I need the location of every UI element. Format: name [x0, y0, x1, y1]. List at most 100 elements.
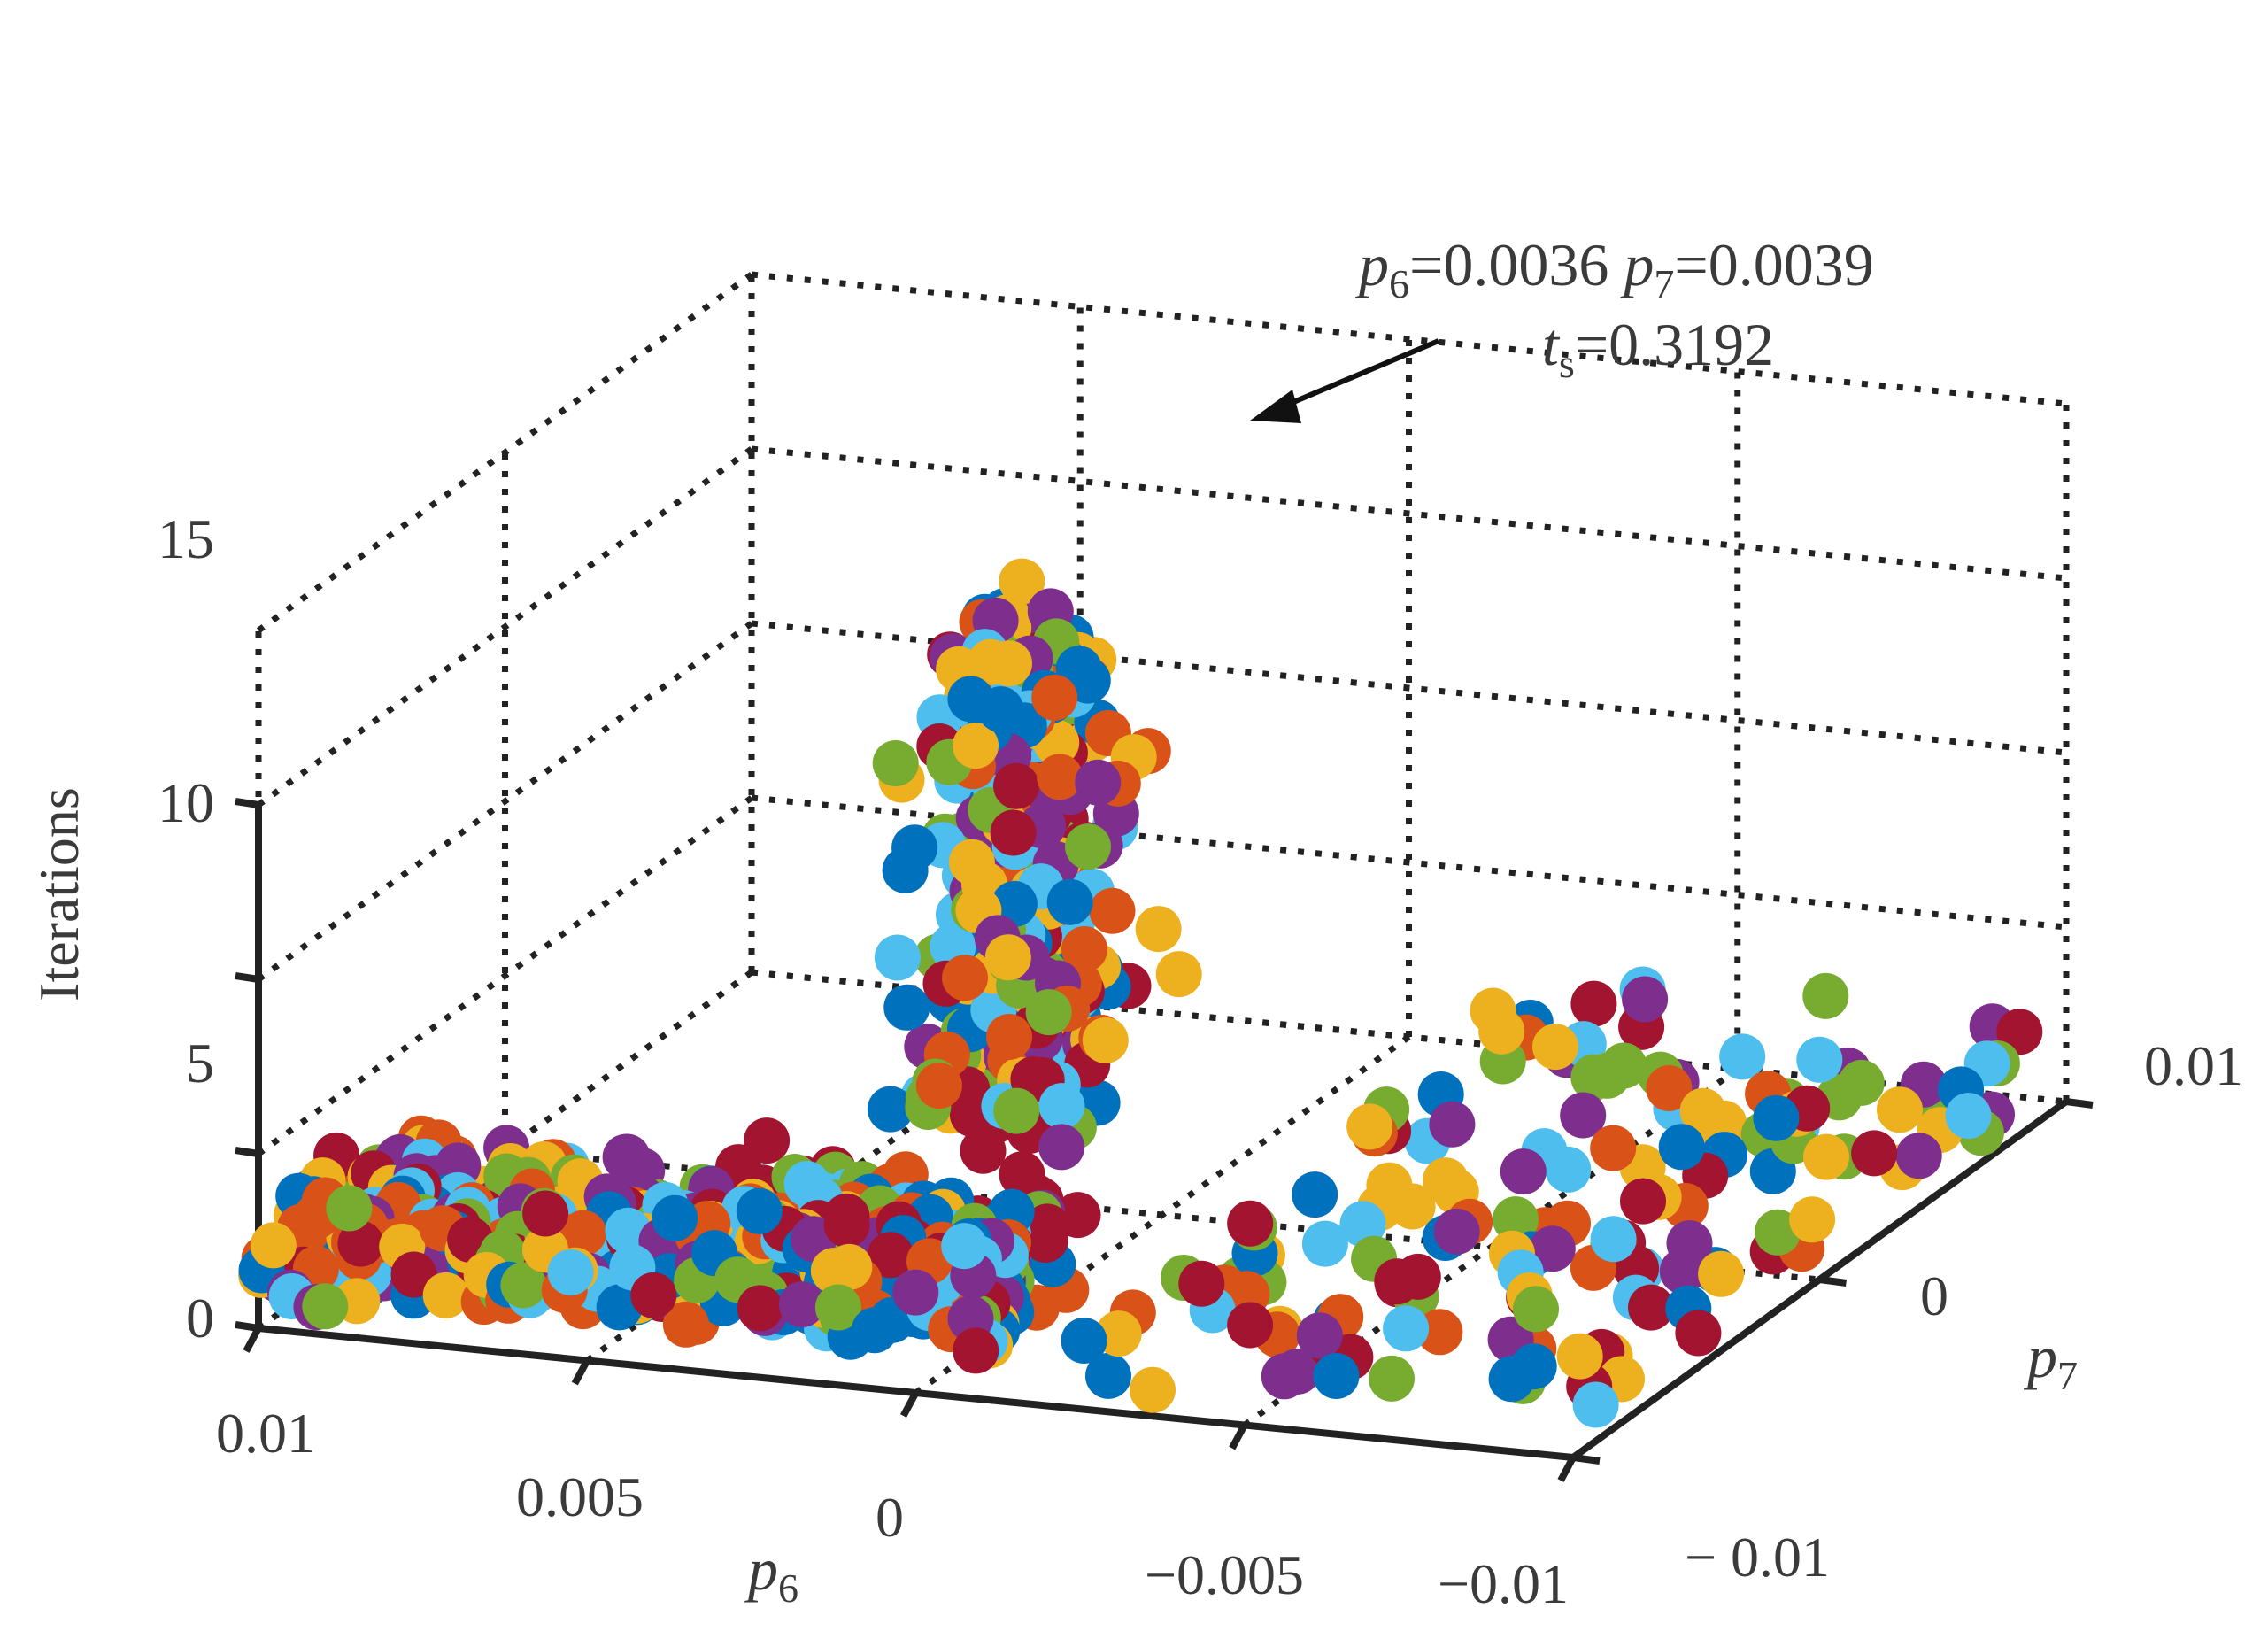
data-point [990, 809, 1037, 856]
data-point [993, 1087, 1040, 1134]
data-point [1346, 1103, 1393, 1150]
data-point [1590, 1125, 1637, 1171]
z-tick-label: 10 [158, 771, 214, 834]
data-point [1698, 1250, 1745, 1297]
y-tick-label: 0.01 [2144, 1034, 2243, 1097]
grid-line [256, 795, 754, 1156]
data-point [960, 1127, 1007, 1174]
grid-line [751, 620, 2067, 756]
y-tick [2065, 1098, 2094, 1109]
x-tick-label: 0.01 [216, 1402, 315, 1465]
data-point [337, 1220, 384, 1267]
z-tick-label: 5 [186, 1032, 214, 1094]
data-point [500, 1262, 547, 1309]
data-point [814, 1284, 861, 1331]
data-point [1796, 1036, 1843, 1083]
data-point [1075, 759, 1122, 806]
data-point [1658, 1124, 1705, 1171]
z-tick [235, 1321, 259, 1332]
data-point [1803, 1133, 1849, 1180]
peak-annotation-line-1: p6=0.0036 p7=0.0039 [1355, 231, 1874, 306]
data-point [1416, 1309, 1463, 1356]
data-point [1082, 1017, 1129, 1063]
data-point [1679, 1087, 1726, 1134]
data-point [1046, 878, 1093, 925]
data-point [984, 934, 1031, 981]
data-point [1065, 823, 1111, 870]
data-point [1572, 1381, 1619, 1428]
x-tick [571, 1358, 590, 1386]
data-point [1666, 1220, 1713, 1267]
data-point [1500, 1148, 1547, 1195]
data-point [823, 1202, 870, 1249]
y-tick-label: − 0.01 [1685, 1526, 1830, 1589]
data-point [1031, 674, 1078, 721]
data-point [1339, 1201, 1386, 1248]
data-point [1838, 1059, 1885, 1106]
data-point [1292, 1171, 1338, 1218]
data-point [1261, 1353, 1308, 1400]
data-point [1488, 1356, 1535, 1403]
data-point [1851, 1130, 1898, 1177]
data-point [953, 1327, 999, 1374]
data-point [1789, 1196, 1836, 1243]
data-point [867, 1086, 914, 1133]
y-axis-label: p7 [2024, 1323, 2078, 1398]
z-tick [235, 972, 259, 983]
data-point [652, 1194, 698, 1241]
data-point [1025, 989, 1072, 1036]
data-point [1130, 1366, 1176, 1413]
data-point [302, 1283, 349, 1330]
data-point [737, 1285, 783, 1332]
axes [235, 798, 2094, 1482]
data-point [1584, 1052, 1631, 1099]
data-point [778, 1281, 825, 1328]
y-tick [1572, 1454, 1601, 1465]
data-point [630, 1272, 677, 1318]
data-point [993, 762, 1039, 809]
data-point [977, 686, 1024, 733]
data-point [1095, 1310, 1142, 1357]
data-point [736, 1187, 783, 1234]
data-point [1085, 1352, 1131, 1399]
data-point [1622, 976, 1669, 1023]
annotation-arrow [1250, 338, 1440, 423]
peak-annotation-line-2: ts=0.3192 [1542, 311, 1774, 386]
x-tick [1557, 1456, 1577, 1482]
data-point [547, 1249, 594, 1295]
data-point [1570, 980, 1617, 1027]
data-point [1429, 1101, 1476, 1148]
data-point [1155, 951, 1202, 998]
data-point [872, 740, 919, 786]
labels: 0.01 0.005 0 −0.005 −0.01 − 0.01 0 0.01 … [27, 231, 2243, 1615]
data-point [1802, 972, 1849, 1019]
data-point [422, 1272, 469, 1318]
data-point [1061, 1318, 1107, 1364]
data-point [1753, 1094, 1800, 1141]
data-point [874, 934, 921, 981]
data-points [238, 558, 2043, 1428]
data-point [1061, 926, 1107, 972]
grid-line [751, 271, 2067, 407]
data-point [1135, 906, 1182, 953]
x-axis-label: p6 [744, 1535, 798, 1611]
x-tick-label: 0 [876, 1486, 904, 1549]
data-point [1620, 1178, 1666, 1225]
z-tick-label: 15 [158, 507, 214, 570]
y-tick-label: 0 [1920, 1264, 1948, 1327]
data-point [1178, 1260, 1225, 1307]
data-point [941, 1223, 988, 1270]
x-tick [243, 1326, 262, 1353]
data-point [953, 723, 999, 769]
x-tick-label: 0.005 [516, 1465, 644, 1528]
data-point [1383, 1305, 1430, 1352]
data-point [1646, 1065, 1693, 1111]
data-point [1628, 1284, 1674, 1331]
data-point [1313, 1353, 1360, 1399]
data-point [1038, 1083, 1085, 1130]
data-point [1369, 1355, 1415, 1402]
data-point [560, 1210, 606, 1256]
data-point [1366, 1162, 1413, 1209]
x-tick [899, 1391, 920, 1418]
